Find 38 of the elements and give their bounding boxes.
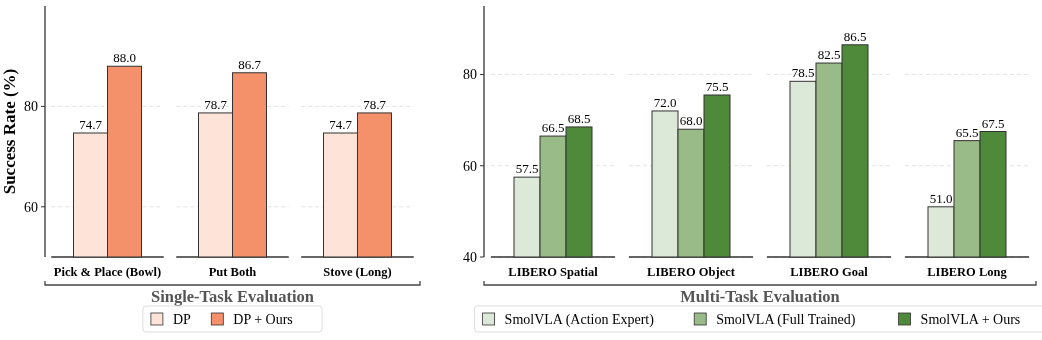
data-label: 74.7 — [329, 117, 353, 133]
legend-label: DP + Ours — [233, 311, 293, 327]
data-label: 67.5 — [981, 115, 1005, 131]
data-label: 75.5 — [705, 78, 729, 94]
x-tick-label: LIBERO Object — [647, 265, 736, 279]
data-label: 78.7 — [363, 96, 387, 112]
legend-label: SmolVLA (Action Expert) — [504, 311, 655, 328]
y-axis-title: Success Rate (%) — [0, 68, 19, 195]
x-tick-label: Stove (Long) — [323, 265, 392, 279]
data-label: 78.7 — [204, 96, 228, 112]
data-label: 66.5 — [541, 120, 565, 136]
y-tick-label: 60 — [24, 199, 38, 215]
y-tick-label: 40 — [463, 249, 477, 265]
data-label: 82.5 — [817, 47, 841, 63]
legend-label: DP — [172, 311, 192, 327]
legend-label: SmolVLA (Full Trained) — [716, 311, 856, 328]
x-tick-label: LIBERO Long — [927, 265, 1008, 279]
data-label: 65.5 — [955, 124, 979, 140]
data-label: 51.0 — [929, 190, 953, 206]
x-tick-label: LIBERO Spatial — [508, 265, 599, 279]
data-label: 86.7 — [238, 56, 262, 72]
data-label: 74.7 — [79, 117, 103, 133]
legend-label: SmolVLA + Ours — [920, 311, 1021, 327]
y-tick-label: 60 — [463, 158, 477, 174]
data-label: 57.5 — [515, 161, 539, 177]
x-tick-label: LIBERO Goal — [790, 265, 869, 279]
x-tick-label: Pick & Place (Bowl) — [53, 265, 162, 279]
data-label: 68.0 — [679, 113, 703, 129]
x-axis-title: Multi-Task Evaluation — [680, 287, 840, 306]
x-axis-title: Single-Task Evaluation — [150, 287, 315, 306]
data-label: 68.5 — [567, 110, 591, 126]
data-label: 78.5 — [791, 65, 815, 81]
data-label: 72.0 — [653, 94, 677, 110]
data-label: 88.0 — [113, 50, 136, 66]
x-tick-label: Put Both — [208, 265, 257, 279]
data-label: 86.5 — [843, 28, 867, 44]
y-tick-label: 80 — [24, 99, 38, 115]
y-tick-label: 80 — [463, 67, 477, 83]
